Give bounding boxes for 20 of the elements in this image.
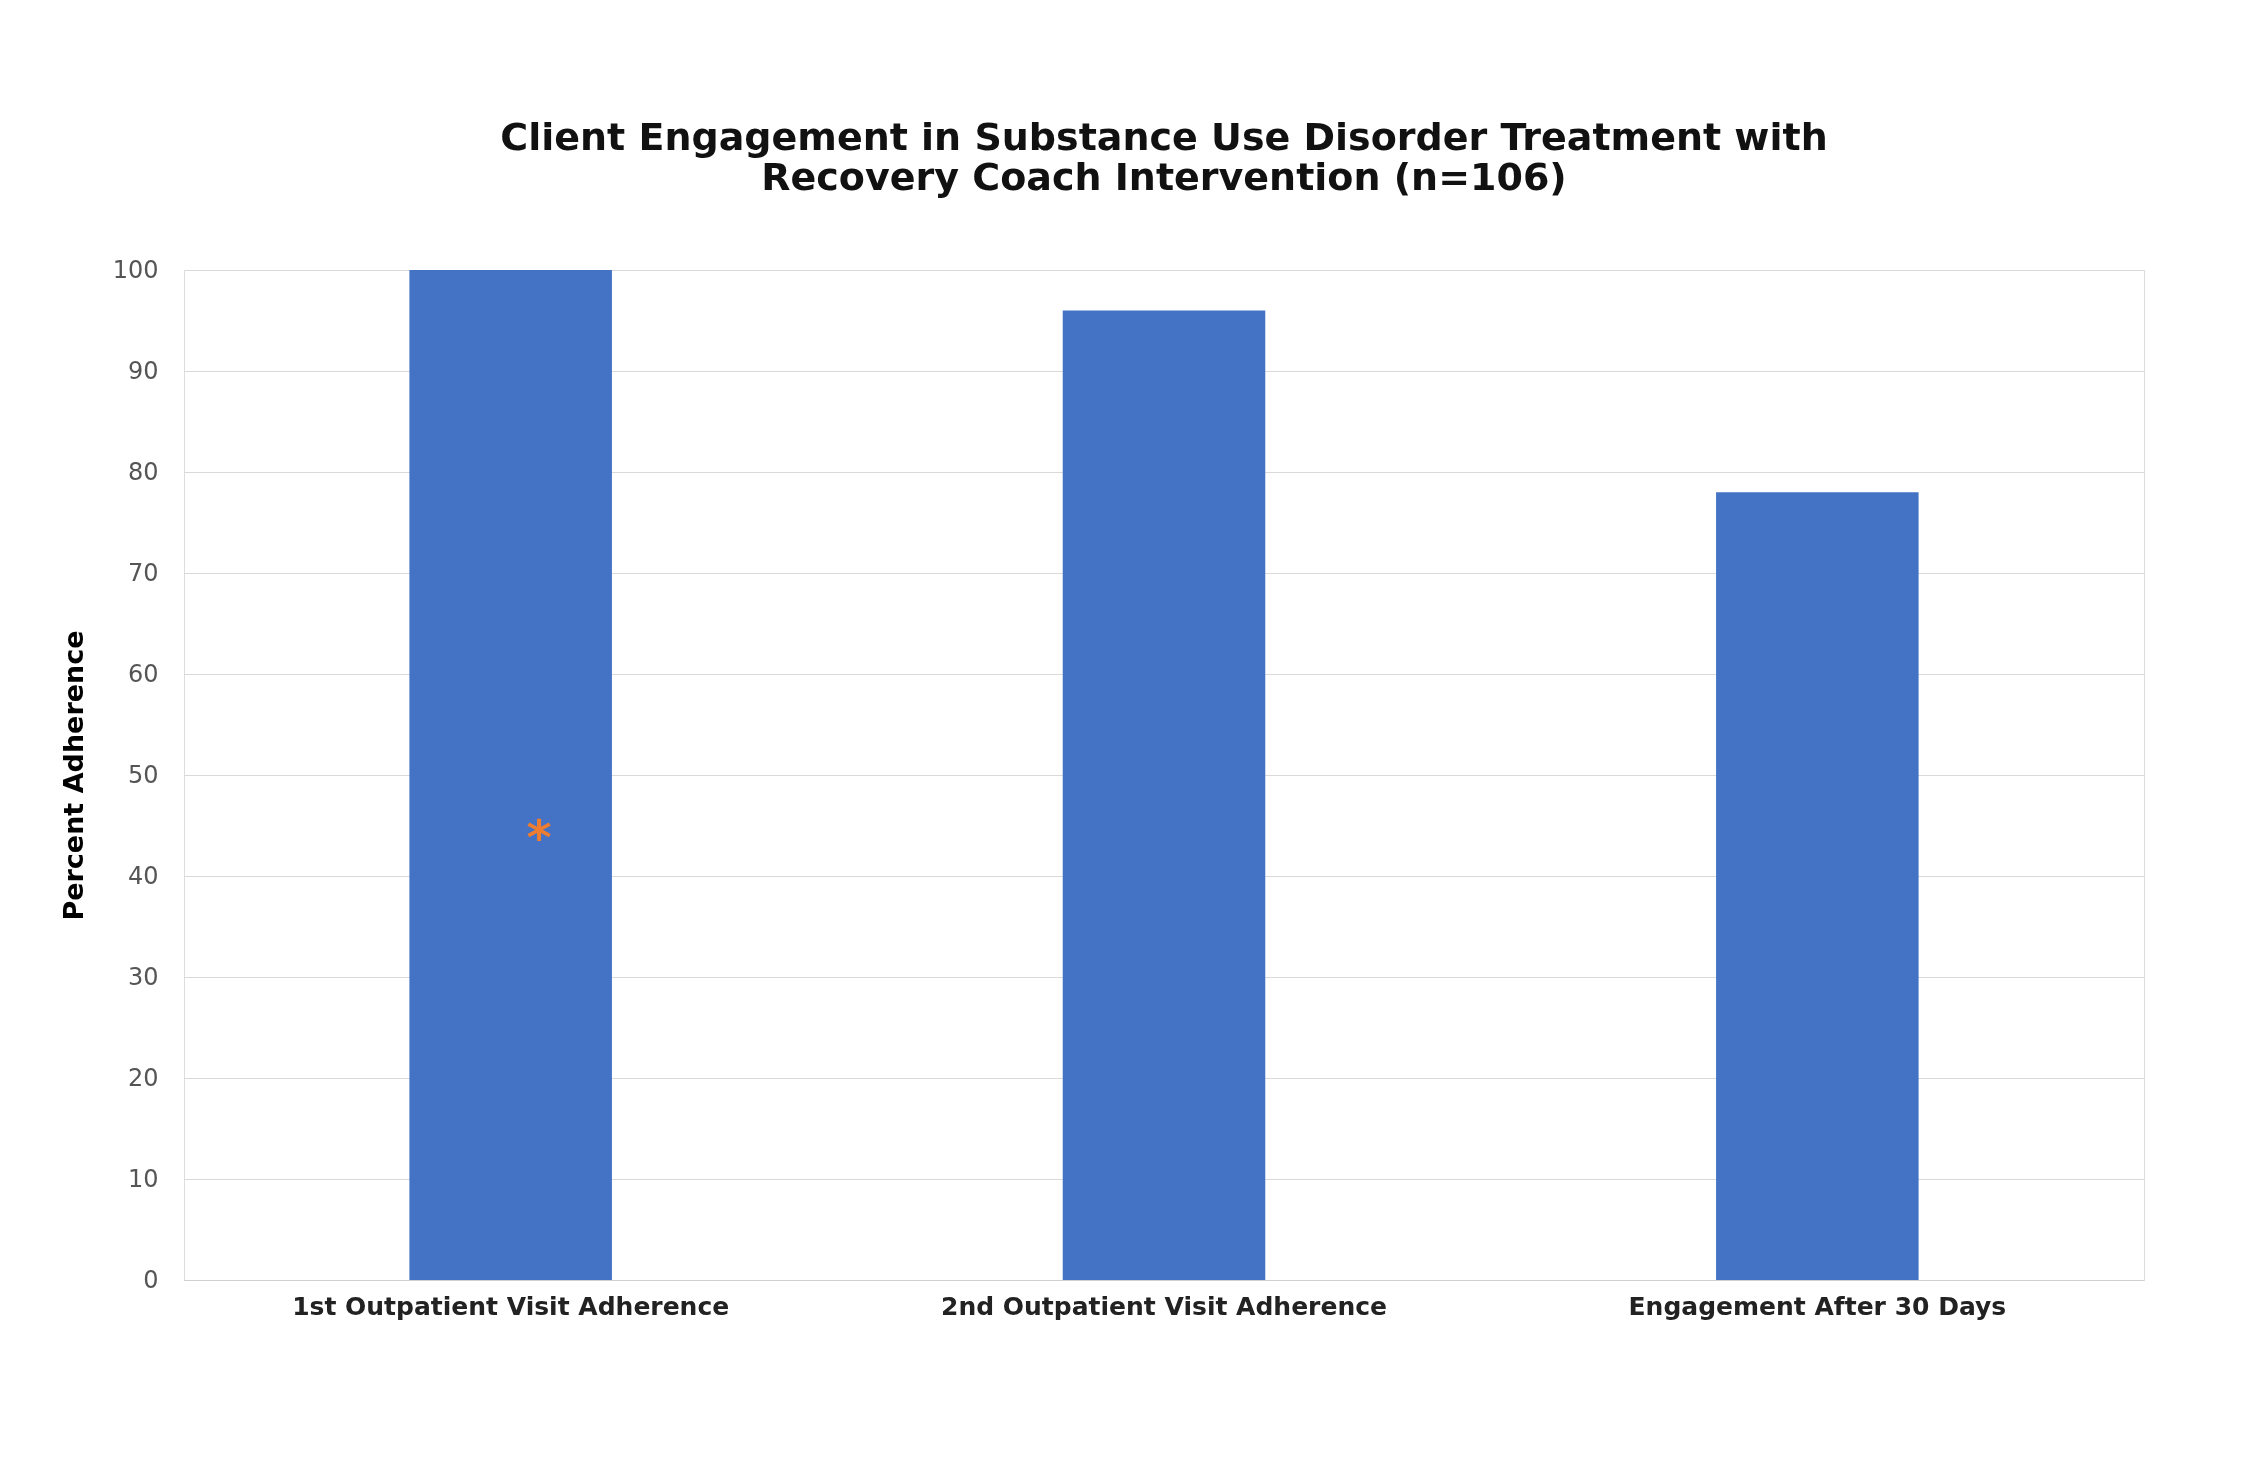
y-tick-label: 70 <box>127 558 159 587</box>
y-tick-label: 0 <box>143 1265 159 1294</box>
chart-title: Client Engagement in Substance Use Disorder Treatment with Recovery Coach Intervention (n=106) <box>500 115 1828 199</box>
y-tick-label: 20 <box>127 1063 159 1092</box>
x-tick-label: Engagement After 30 Days <box>1628 1291 2007 1321</box>
y-tick-label: 30 <box>127 962 159 991</box>
y-tick-label: 80 <box>127 457 159 486</box>
y-tick-label: 50 <box>127 760 159 789</box>
bar <box>409 270 612 1280</box>
y-axis-title: Percent Adherence <box>57 630 89 921</box>
y-tick-label: 90 <box>127 356 159 385</box>
bar <box>1062 310 1266 1280</box>
y-tick-label: 10 <box>127 1164 159 1193</box>
annotation: * <box>526 809 552 865</box>
y-tick-label: 40 <box>127 861 159 890</box>
x-tick-label: 1st Outpatient Visit Adherence <box>292 1291 730 1321</box>
x-tick-label: 2nd Outpatient Visit Adherence <box>941 1291 1387 1321</box>
y-tick-label: 60 <box>127 659 159 688</box>
bar <box>1716 492 1919 1280</box>
y-tick-label: 100 <box>112 255 159 284</box>
